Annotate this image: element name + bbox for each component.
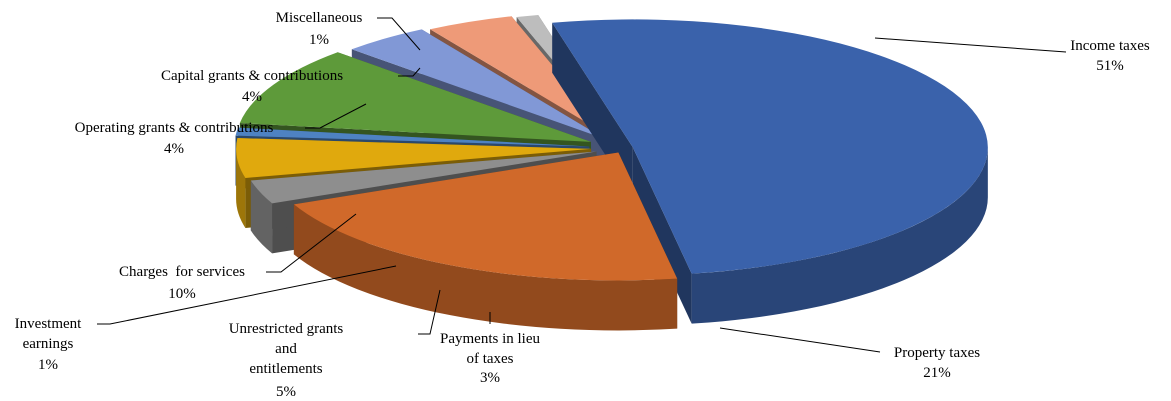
- slice-value-investment-earnings: 1%: [38, 357, 58, 373]
- leader-line-property-taxes: [719, 327, 881, 353]
- slice-label-income-taxes: Income taxes: [1070, 38, 1150, 54]
- leader-line-charges-for-services: [266, 213, 357, 273]
- pie-slice-top-4: [235, 127, 590, 147]
- slice-value-payments-in-lieu: 3%: [480, 370, 500, 386]
- pie-slice-top-5: [239, 52, 591, 142]
- slice-value-income-taxes: 51%: [1096, 58, 1124, 74]
- slice-value-miscellaneous: 1%: [309, 32, 329, 48]
- slice-labels: Income taxes 51% Property taxes 21% Paym…: [15, 10, 1150, 400]
- pie-slice-outer-1: [293, 204, 678, 331]
- slice-label-miscellaneous: Miscellaneous: [276, 10, 363, 26]
- slice-label-capital-grants: Capital grants & contributions: [161, 68, 343, 84]
- slice-value-capital-grants: 4%: [242, 89, 262, 105]
- leader-line-income-taxes: [874, 37, 1067, 53]
- slice-label-investment-earnings: Investment earnings: [15, 316, 82, 352]
- slice-value-unrestricted-grants: 5%: [276, 384, 296, 400]
- pie-slice-top-1: [293, 152, 678, 281]
- pie-slice-top-7: [430, 16, 614, 139]
- slice-label-property-taxes: Property taxes: [894, 345, 980, 361]
- slice-value-operating-grants: 4%: [164, 141, 184, 157]
- slice-label-charges-for-services: Charges for services: [119, 264, 245, 280]
- leader-line-miscellaneous: [377, 17, 421, 51]
- slice-value-charges-for-services: 10%: [168, 286, 196, 302]
- slice-label-unrestricted-grants: Unrestricted grants and entitlements: [229, 321, 344, 377]
- pie-slice-1: [293, 152, 678, 331]
- leader-line-unrestricted-grants: [418, 289, 441, 335]
- slice-label-payments-in-lieu: Payments in lieu of taxes: [440, 331, 540, 367]
- pie-slice-top-0: [552, 19, 988, 274]
- pie-slice-top-3: [236, 138, 592, 178]
- pie-slice-outer-3: [236, 148, 246, 228]
- leader-line-investment-earnings: [97, 265, 397, 325]
- pie-slice-outer-2: [250, 180, 273, 254]
- slice-value-property-taxes: 21%: [923, 365, 951, 381]
- leader-lines: [97, 17, 1067, 353]
- pie-slice-top-2: [250, 151, 597, 204]
- leader-line-operating-grants: [305, 103, 367, 129]
- pie-slice-outer-0: [691, 147, 988, 324]
- slice-label-operating-grants: Operating grants & contributions: [75, 120, 274, 136]
- pie-slices: [235, 14, 988, 331]
- leader-line-capital-grants: [398, 67, 421, 77]
- pie-slice-top-6: [351, 29, 606, 139]
